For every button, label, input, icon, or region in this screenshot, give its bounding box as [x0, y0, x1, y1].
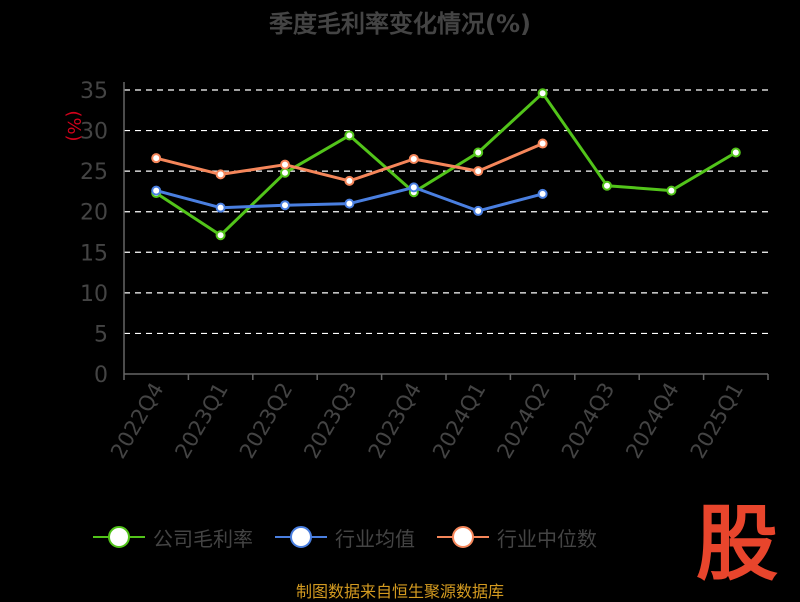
brand-logo: 股	[695, 497, 778, 592]
data-point	[215, 169, 226, 180]
x-tick-label: 2025Q1	[686, 379, 748, 463]
data-point	[215, 202, 226, 213]
y-tick-label: 5	[94, 322, 108, 347]
legend-item-industry-mean[interactable]: 行业均值	[275, 523, 415, 552]
data-point	[473, 205, 484, 216]
y-tick-label: 20	[80, 201, 108, 226]
data-point	[151, 153, 162, 164]
data-point	[473, 147, 484, 158]
data-point	[408, 153, 419, 164]
data-point	[344, 175, 355, 186]
x-tick-label: 2023Q1	[170, 379, 232, 463]
data-point	[344, 198, 355, 209]
data-point	[344, 130, 355, 141]
data-point	[280, 200, 290, 211]
data-point	[408, 182, 419, 193]
data-point	[537, 188, 548, 199]
legend-swatch-company	[93, 526, 145, 548]
legend-item-industry-median[interactable]: 行业中位数	[437, 523, 597, 552]
data-point	[537, 138, 548, 149]
legend-label-industry-mean: 行业均值	[335, 526, 415, 551]
y-tick-label: 30	[80, 120, 108, 145]
data-point	[666, 185, 677, 196]
x-tick-label: 2023Q4	[364, 379, 426, 463]
y-tick-label: 35	[80, 79, 108, 104]
legend: 公司毛利率 行业均值 行业中位数	[0, 520, 800, 554]
data-source-note: 制图数据来自恒生聚源数据库	[295, 582, 504, 601]
y-tick-label: 15	[80, 241, 108, 266]
y-tick-label: 25	[80, 160, 108, 185]
data-point	[730, 147, 741, 158]
chart-title: 季度毛利率变化情况(%)	[269, 10, 531, 38]
x-tick-label: 2024Q4	[621, 379, 683, 463]
data-point	[280, 159, 290, 170]
data-point	[602, 180, 612, 191]
series-line-0	[155, 91, 737, 237]
x-tick-label: 2022Q4	[106, 379, 168, 463]
series-line-2	[155, 142, 544, 183]
y-tick-label: 10	[80, 282, 108, 307]
y-tick-label: 0	[94, 363, 108, 388]
data-point	[537, 88, 548, 99]
y-axis-label: (%)	[63, 110, 84, 141]
data-point	[151, 185, 162, 196]
data-point	[280, 167, 290, 178]
legend-swatch-industry-mean	[275, 526, 327, 548]
x-tick-label: 2024Q2	[492, 379, 554, 463]
x-tick-label: 2024Q1	[428, 379, 490, 463]
x-tick-label: 2024Q3	[557, 379, 619, 463]
legend-label-industry-median: 行业中位数	[497, 526, 597, 551]
data-point	[473, 166, 484, 177]
x-tick-label: 2023Q2	[235, 379, 297, 463]
data-point	[215, 230, 226, 241]
legend-swatch-industry-median	[437, 526, 489, 548]
x-tick-label: 2023Q3	[299, 379, 361, 463]
legend-item-company[interactable]: 公司毛利率	[93, 523, 253, 552]
legend-label-company: 公司毛利率	[153, 526, 253, 551]
